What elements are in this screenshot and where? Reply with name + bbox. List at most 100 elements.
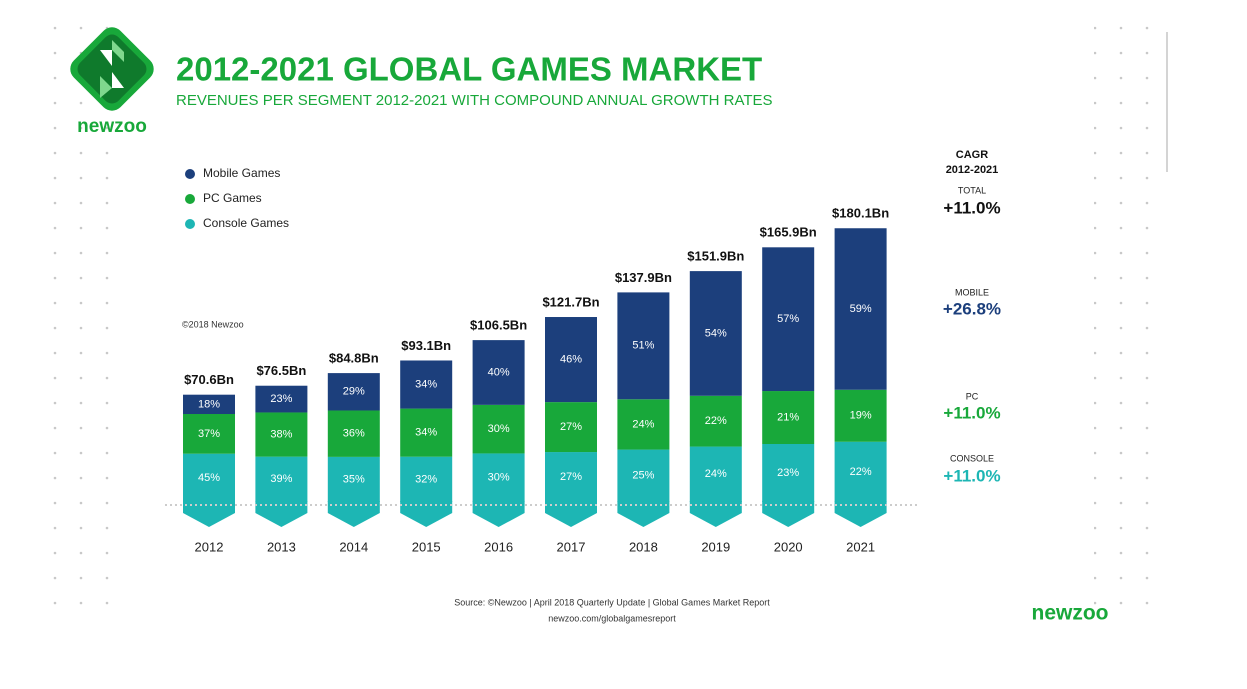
source: Source: ©Newzoo | April 2018 Quarterly U… <box>454 597 770 607</box>
segment-label: 57% <box>777 313 799 325</box>
cagr-period: 2012-2021 <box>946 164 999 176</box>
x-tick-label: 2019 <box>701 539 730 554</box>
bar-arrow <box>183 501 235 527</box>
bar-segment <box>255 412 308 457</box>
total-label: $93.1Bn <box>401 338 451 353</box>
segment-label: 32% <box>415 473 437 485</box>
bar-segment <box>545 452 597 502</box>
segment-label: 34% <box>415 378 437 390</box>
segment-label: 30% <box>488 423 510 435</box>
segment-label: 21% <box>777 411 799 423</box>
bar-arrow <box>472 501 525 527</box>
total-label: $137.9Bn <box>615 270 672 285</box>
segment-label: 34% <box>415 427 437 439</box>
logo <box>70 27 154 111</box>
segment-label: 19% <box>850 410 872 422</box>
bar-segment <box>617 292 670 400</box>
segment-label: 22% <box>705 415 727 427</box>
bar-segment <box>183 394 235 415</box>
legend-swatch <box>185 219 195 229</box>
x-tick-label: 2018 <box>629 539 658 554</box>
bar-segment <box>255 456 308 502</box>
bar-segment <box>183 414 235 454</box>
total-label: $76.5Bn <box>256 363 306 378</box>
segment-label: 40% <box>488 366 510 378</box>
segment-label: 23% <box>777 467 799 479</box>
bar-segment <box>327 373 380 411</box>
bar-segment <box>255 385 308 413</box>
bar-arrow <box>400 501 453 527</box>
bar-segment <box>762 444 815 502</box>
bar-segment <box>400 360 453 409</box>
bar-arrow <box>255 501 308 527</box>
chart-subtitle: REVENUES PER SEGMENT 2012-2021 WITH COMP… <box>176 92 773 109</box>
total-label: $106.5Bn <box>470 318 527 333</box>
bar-segment <box>545 317 597 403</box>
bar-segment <box>689 395 742 447</box>
total-label: $84.8Bn <box>329 351 379 366</box>
cagr-label: PC <box>966 391 979 401</box>
x-tick-label: 2021 <box>846 539 875 554</box>
cagr-label: TOTAL <box>958 185 986 195</box>
bar-segment <box>762 247 815 392</box>
cagr-value: +11.0% <box>943 403 1000 422</box>
bar-arrow <box>545 501 597 527</box>
dot-pattern <box>1094 18 1154 618</box>
source-url: newzoo.com/globalgamesreport <box>548 613 676 623</box>
bar-arrow <box>327 501 380 527</box>
bar-segment <box>762 391 815 445</box>
segment-label: 24% <box>632 418 654 430</box>
bar-segment <box>834 389 887 442</box>
bar-arrow <box>834 501 887 527</box>
segment-label: 36% <box>343 428 365 440</box>
bar-segment <box>327 410 380 457</box>
logo-text: newzoo <box>77 116 147 137</box>
bar-segment <box>183 453 235 502</box>
bar-segment <box>617 449 670 502</box>
segment-label: 25% <box>632 470 654 482</box>
legend-swatch <box>185 169 195 179</box>
segment-label: 29% <box>343 386 365 398</box>
segment-label: 46% <box>560 353 582 365</box>
segment-label: 27% <box>560 471 582 483</box>
total-label: $165.9Bn <box>760 225 817 240</box>
bar-segment <box>617 399 670 450</box>
panel <box>30 12 1165 640</box>
bar-segment <box>834 441 887 502</box>
legend-label: Mobile Games <box>203 166 280 180</box>
segment-label: 23% <box>270 393 292 405</box>
x-tick-label: 2014 <box>339 539 368 554</box>
segment-label: 54% <box>705 327 727 339</box>
total-label: $151.9Bn <box>687 249 744 264</box>
x-tick-label: 2016 <box>484 539 513 554</box>
x-tick-label: 2015 <box>412 539 441 554</box>
bar-segment <box>472 404 525 454</box>
cagr-title: CAGR <box>956 149 988 161</box>
bar-segment <box>400 456 453 502</box>
total-label: $180.1Bn <box>832 206 889 221</box>
cagr-value: +26.8% <box>943 299 1001 318</box>
segment-label: 39% <box>270 473 292 485</box>
segment-label: 24% <box>705 468 727 480</box>
segment-label: 51% <box>632 340 654 352</box>
legend-swatch <box>185 194 195 204</box>
cagr-value: +11.0% <box>943 198 1000 217</box>
segment-label: 18% <box>198 398 220 410</box>
x-tick-label: 2017 <box>557 539 586 554</box>
cagr-value: +11.0% <box>943 466 1000 485</box>
segment-label: 35% <box>343 473 365 485</box>
dot-pattern <box>42 18 122 618</box>
bar-segment <box>545 402 597 453</box>
segment-label: 38% <box>270 428 292 440</box>
bar-segment <box>400 408 453 457</box>
chart-title: 2012-2021 GLOBAL GAMES MARKET <box>176 51 762 88</box>
legend-label: Console Games <box>203 216 289 230</box>
segment-label: 30% <box>488 472 510 484</box>
total-label: $70.6Bn <box>184 372 234 387</box>
total-label: $121.7Bn <box>542 294 599 309</box>
cagr-label: CONSOLE <box>950 453 994 463</box>
segment-label: 59% <box>850 303 872 315</box>
segment-label: 45% <box>198 472 220 484</box>
copyright: ©2018 Newzoo <box>182 319 244 329</box>
